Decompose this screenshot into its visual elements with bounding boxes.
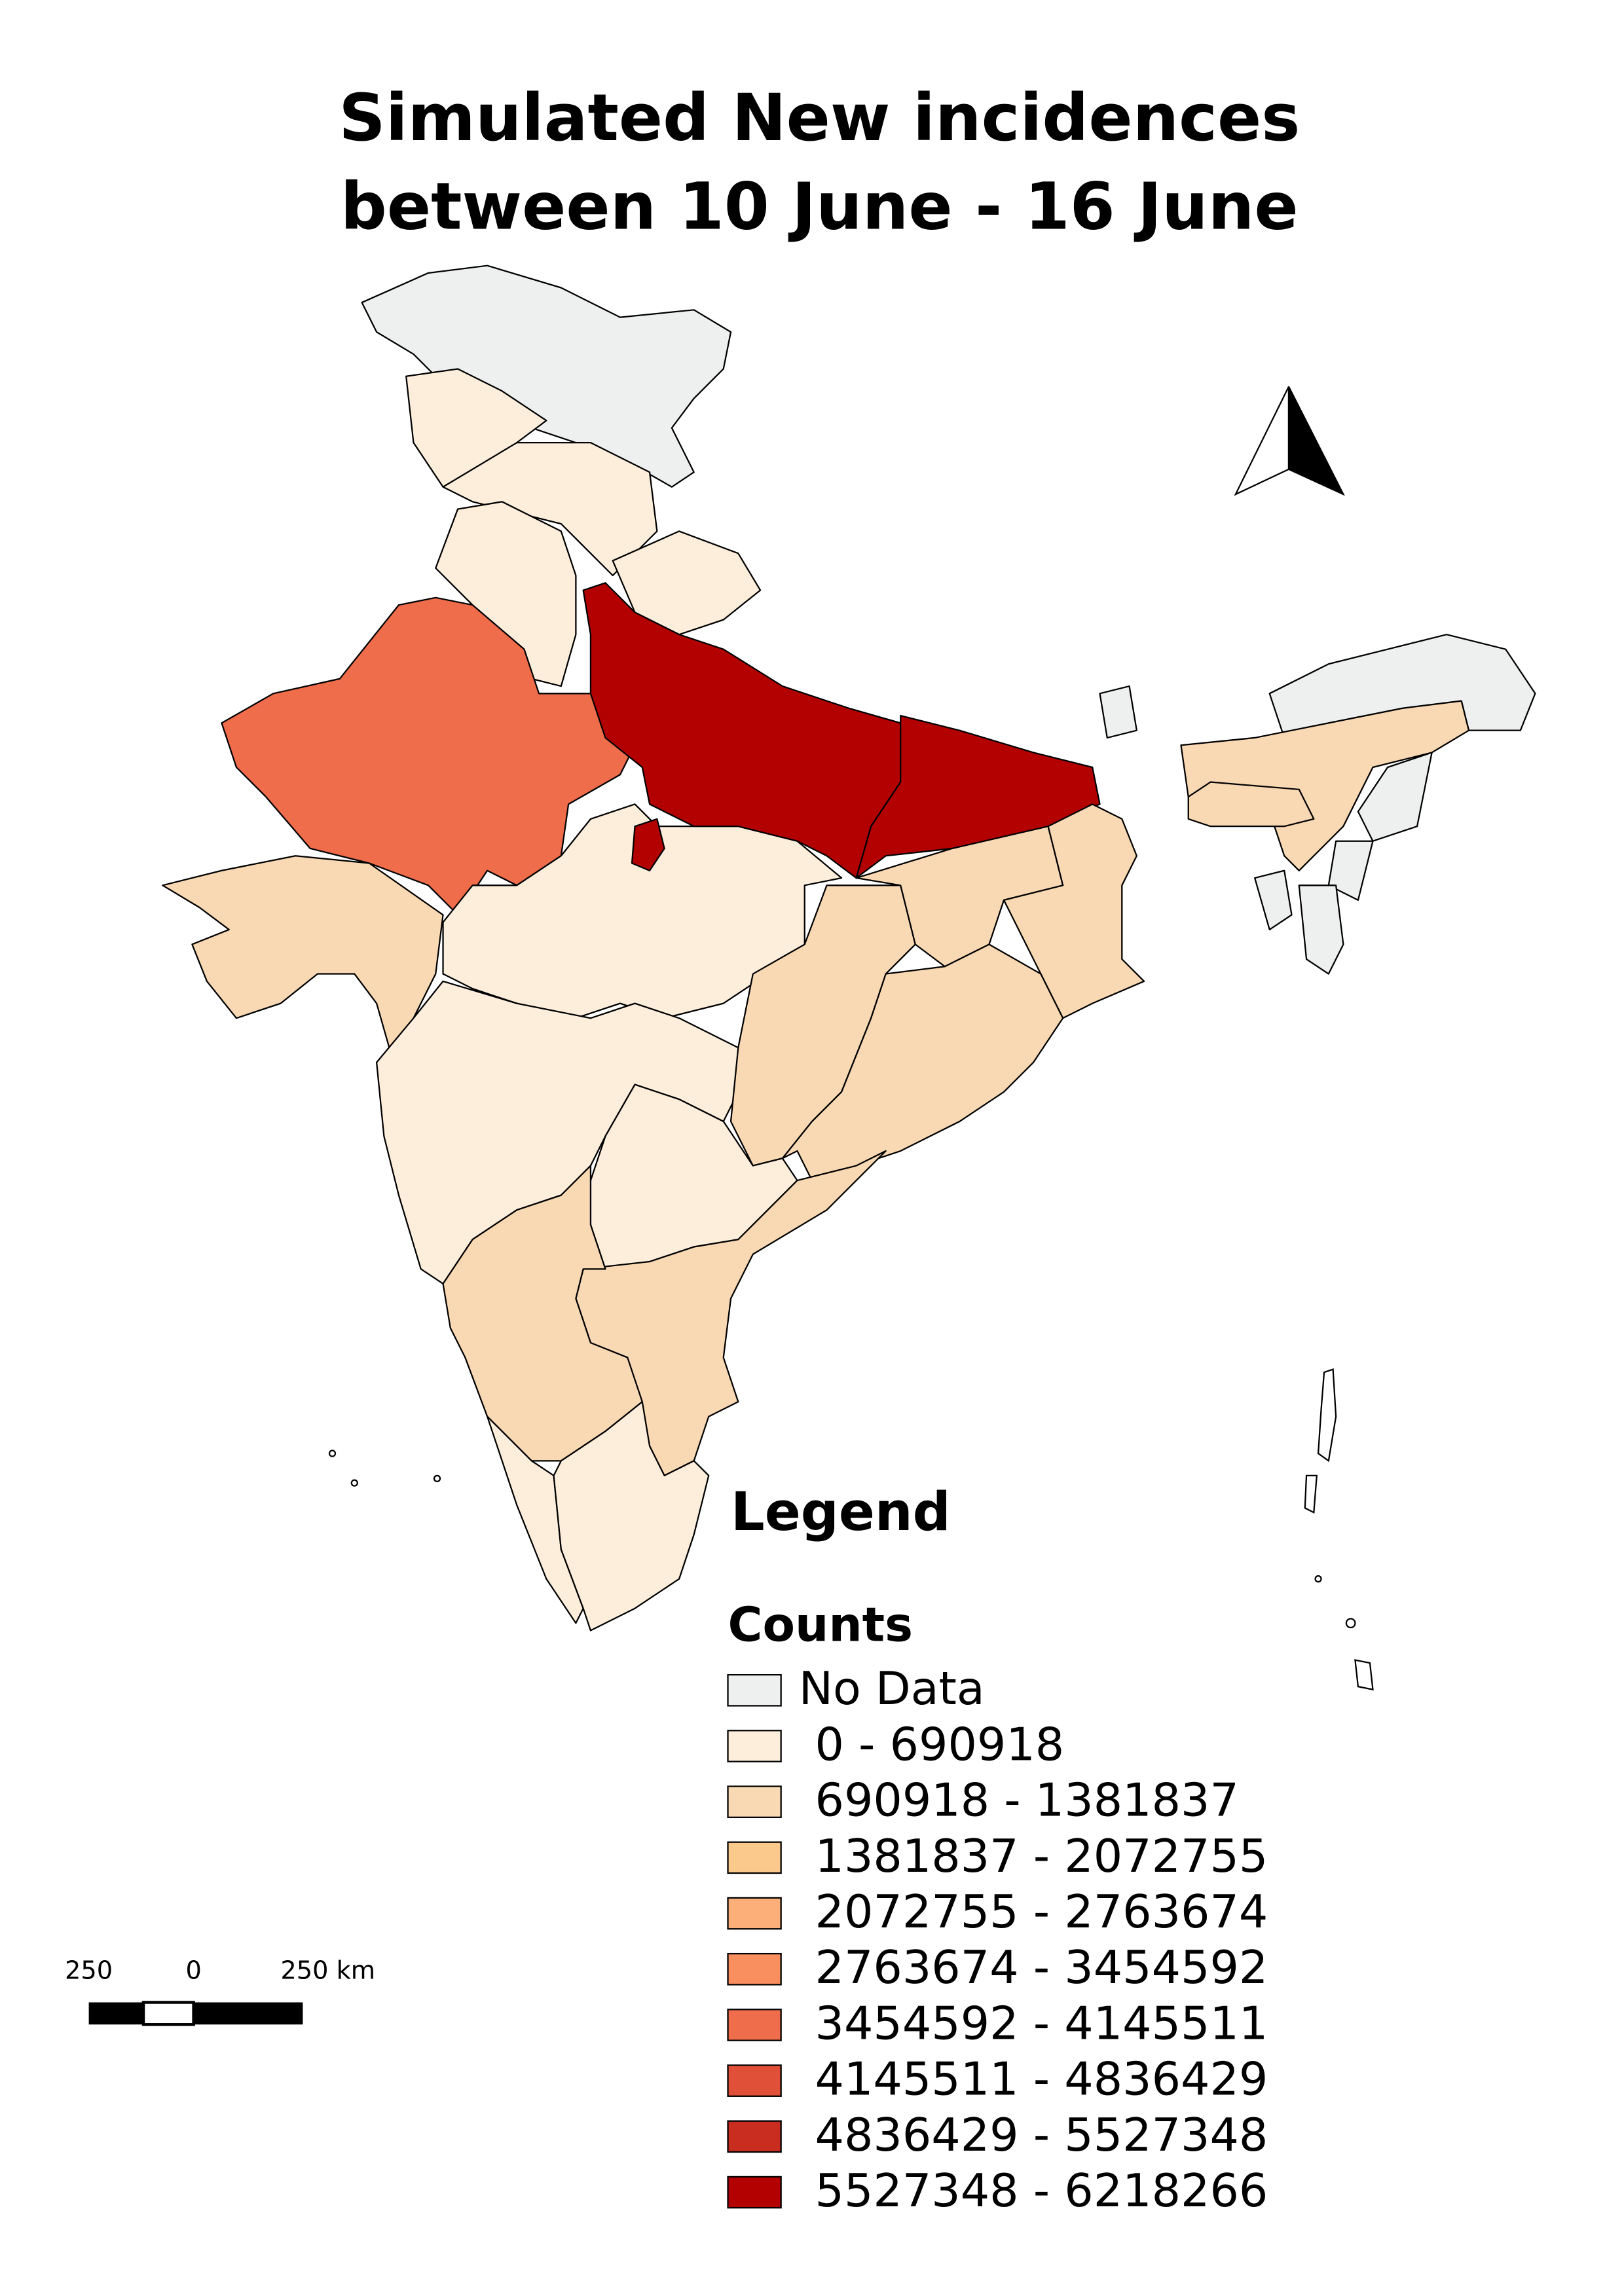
region <box>1357 752 1433 842</box>
region <box>1298 884 1344 975</box>
scale-bar: 250 0 250 km <box>65 1956 375 2026</box>
island <box>1314 1575 1322 1583</box>
region <box>631 818 665 871</box>
island <box>350 1479 358 1487</box>
legend-label: 1381837 - 2072755 <box>815 1830 1268 1883</box>
scale-segment <box>193 2002 303 2025</box>
region <box>1099 685 1137 739</box>
region <box>1003 803 1145 1019</box>
north-arrow-right <box>1287 386 1345 496</box>
region <box>162 855 444 1056</box>
island <box>1304 1474 1318 1514</box>
region <box>1254 869 1293 931</box>
legend-label: 2763674 - 3454592 <box>815 1941 1268 1994</box>
legend-swatch <box>727 1730 782 1762</box>
region <box>435 501 577 687</box>
legend-swatch <box>727 1841 782 1874</box>
legend-label: 690918 - 1381837 <box>815 1774 1239 1827</box>
region <box>1187 781 1315 828</box>
scale-label: 250 <box>65 1956 113 1985</box>
legend-label: 2072755 - 2763674 <box>815 1886 1268 1939</box>
legend-title: Legend <box>731 1482 951 1543</box>
legend-label: 0 - 690918 <box>815 1718 1065 1771</box>
island <box>1354 1659 1374 1691</box>
region <box>553 1401 710 1631</box>
island <box>1345 1618 1356 1629</box>
legend-swatch <box>727 2176 782 2209</box>
legend-swatch <box>727 2120 782 2153</box>
legend-swatch <box>727 2009 782 2041</box>
region <box>855 826 1064 968</box>
title-line: Simulated New incidences <box>339 81 1300 156</box>
scale-segment <box>88 2002 144 2025</box>
scale-label: 0 <box>185 1956 201 1985</box>
islands <box>328 1368 1374 1691</box>
island <box>1317 1368 1337 1463</box>
scale-label: 250 km <box>280 1956 375 1985</box>
legend-label: No Data <box>799 1662 985 1715</box>
scale-segment <box>141 2001 195 2026</box>
legend-swatch <box>727 1952 782 1986</box>
legend-label: 3454592 - 4145511 <box>815 1997 1268 2050</box>
region <box>1327 840 1374 901</box>
island <box>328 1449 337 1457</box>
legend-label: 5527348 - 6218266 <box>815 2164 1268 2217</box>
north-arrow <box>1234 386 1345 496</box>
region <box>781 943 1064 1182</box>
title-line: between 10 June - 16 June <box>341 169 1299 244</box>
legend-heading: Counts <box>728 1597 913 1652</box>
island <box>433 1474 441 1482</box>
legend-label: 4836429 - 5527348 <box>815 2109 1268 2162</box>
legend-swatch <box>727 2064 782 2097</box>
region <box>221 596 636 916</box>
legend-label: 4145511 - 4836429 <box>815 2053 1268 2106</box>
india-map <box>162 264 1536 1691</box>
legend-swatch <box>727 1897 782 1930</box>
legend-swatch <box>727 1673 782 1707</box>
legend-swatch <box>727 1785 782 1818</box>
